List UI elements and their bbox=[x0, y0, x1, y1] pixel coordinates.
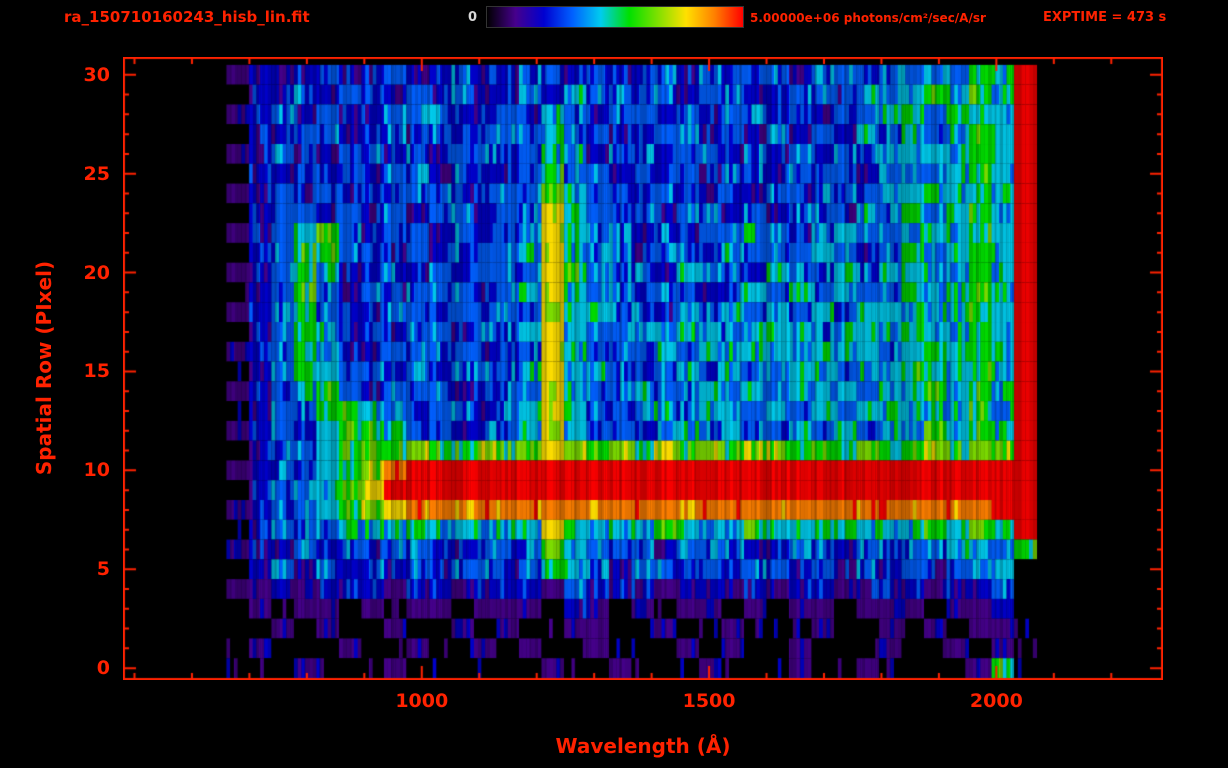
y-tick-label: 25 bbox=[83, 162, 110, 185]
y-tick-label: 15 bbox=[83, 360, 110, 383]
x-tick-label: 1500 bbox=[682, 690, 736, 712]
exptime-label: EXPTIME = 473 s bbox=[1043, 10, 1167, 25]
heatmap-canvas bbox=[123, 57, 1163, 680]
colorbar-max-label: 5.00000e+06 photons/cm²/sec/A/sr bbox=[750, 11, 986, 25]
colorbar-min-label: 0 bbox=[468, 10, 478, 25]
filename-label: ra_150710160243_hisb_lin.fit bbox=[64, 8, 310, 26]
y-tick-label: 20 bbox=[83, 261, 110, 284]
x-axis-title: Wavelength (Å) bbox=[555, 734, 731, 758]
y-tick-label: 10 bbox=[83, 459, 110, 482]
x-tick-label: 1000 bbox=[395, 690, 449, 712]
x-tick-label: 2000 bbox=[969, 690, 1023, 712]
y-tick-label: 30 bbox=[83, 63, 110, 86]
y-axis-title: Spatial Row (PIxel) bbox=[32, 260, 56, 476]
colorbar-gradient bbox=[486, 6, 744, 28]
y-tick-label: 5 bbox=[96, 558, 110, 581]
plot-area bbox=[123, 57, 1163, 680]
y-tick-label: 0 bbox=[96, 657, 110, 680]
